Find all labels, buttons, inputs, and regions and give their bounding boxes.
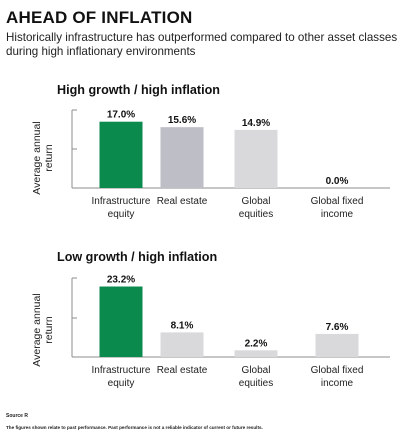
- category-label: Real estate: [157, 365, 208, 376]
- footnote: The figures shown relate to past perform…: [6, 425, 263, 430]
- data-label: 0.0%: [326, 176, 349, 187]
- category-label: Infrastructure: [92, 196, 151, 207]
- bar-chart-low-growth: 23.2% Infrastructure equity 8.1% Real estate…: [71, 275, 390, 389]
- bar: [234, 350, 278, 357]
- page-subtitle: Historically infrastructure has outperfo…: [6, 31, 398, 58]
- bar: [234, 129, 278, 188]
- bar: [99, 286, 143, 357]
- category-label: Real estate: [157, 196, 208, 207]
- category-label: Global: [242, 365, 271, 376]
- data-label: 7.6%: [326, 322, 349, 333]
- bar: [160, 127, 204, 188]
- source-note: Source R: [6, 413, 28, 419]
- category-label: Infrastructure: [92, 365, 151, 376]
- category-label: income: [321, 209, 354, 220]
- bar: [315, 333, 359, 357]
- chart-title: High growth / high inflation: [57, 83, 220, 97]
- data-label: 14.9%: [242, 118, 270, 129]
- page-title: AHEAD OF INFLATION: [6, 8, 193, 27]
- category-label: Global fixed: [311, 365, 364, 376]
- bar: [160, 332, 204, 357]
- chart-title: Low growth / high inflation: [57, 250, 218, 264]
- data-label: 23.2%: [107, 275, 135, 286]
- category-label: equity: [108, 378, 135, 389]
- data-label: 17.0%: [107, 110, 135, 121]
- category-label: equities: [239, 378, 273, 389]
- bar: [99, 121, 143, 188]
- category-label: equities: [239, 209, 273, 220]
- data-label: 15.6%: [168, 115, 196, 126]
- data-label: 2.2%: [245, 338, 268, 349]
- data-label: 8.1%: [171, 320, 194, 331]
- bar-chart-high-growth: 17.0% Infrastructure equity 15.6% Real estat…: [71, 109, 390, 220]
- category-label: Global fixed: [311, 196, 364, 207]
- category-label: income: [321, 378, 354, 389]
- category-label: equity: [108, 209, 135, 220]
- category-label: Global: [242, 196, 271, 207]
